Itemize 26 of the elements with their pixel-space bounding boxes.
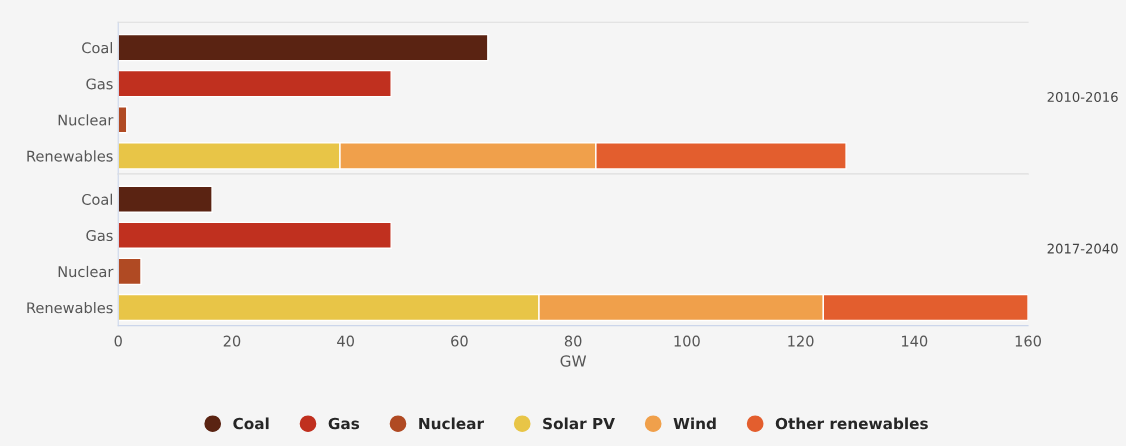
y-tick-label: Renewables	[27, 301, 113, 314]
y-tick-label: Nuclear	[58, 114, 114, 126]
x-tick-label: 160	[1015, 335, 1041, 347]
legend-label: Coal	[233, 417, 269, 430]
y2-axis-title: 2010-2016	[1047, 91, 1118, 102]
y-tick-label: Nuclear	[58, 265, 114, 278]
y-tick-label: Coal	[82, 193, 112, 205]
legend-label: Wind	[673, 417, 716, 430]
y-tick-label: Gas	[86, 230, 113, 242]
y2-axis-title: 2017-2040	[1047, 243, 1118, 254]
legend-label: Gas	[328, 417, 360, 430]
y-tick-label: Coal	[82, 42, 112, 54]
legend-label: Other renewables	[775, 417, 928, 430]
x-tick-label: 100	[674, 335, 700, 347]
legend-label: Nuclear	[419, 417, 484, 430]
x-axis-title: GW	[560, 355, 587, 367]
x-tick-label: 60	[451, 335, 468, 347]
x-tick-label: 40	[337, 335, 354, 347]
y-tick-label: Renewables	[27, 150, 113, 162]
x-tick-label: 20	[223, 335, 241, 347]
x-tick-label: 140	[902, 335, 928, 347]
legend-label: Solar PV	[543, 417, 615, 430]
x-tick-label: 80	[564, 335, 582, 347]
y-tick-label: Gas	[86, 78, 113, 90]
x-tick-label: 120	[788, 335, 814, 347]
x-tick-label: 0	[114, 335, 122, 347]
